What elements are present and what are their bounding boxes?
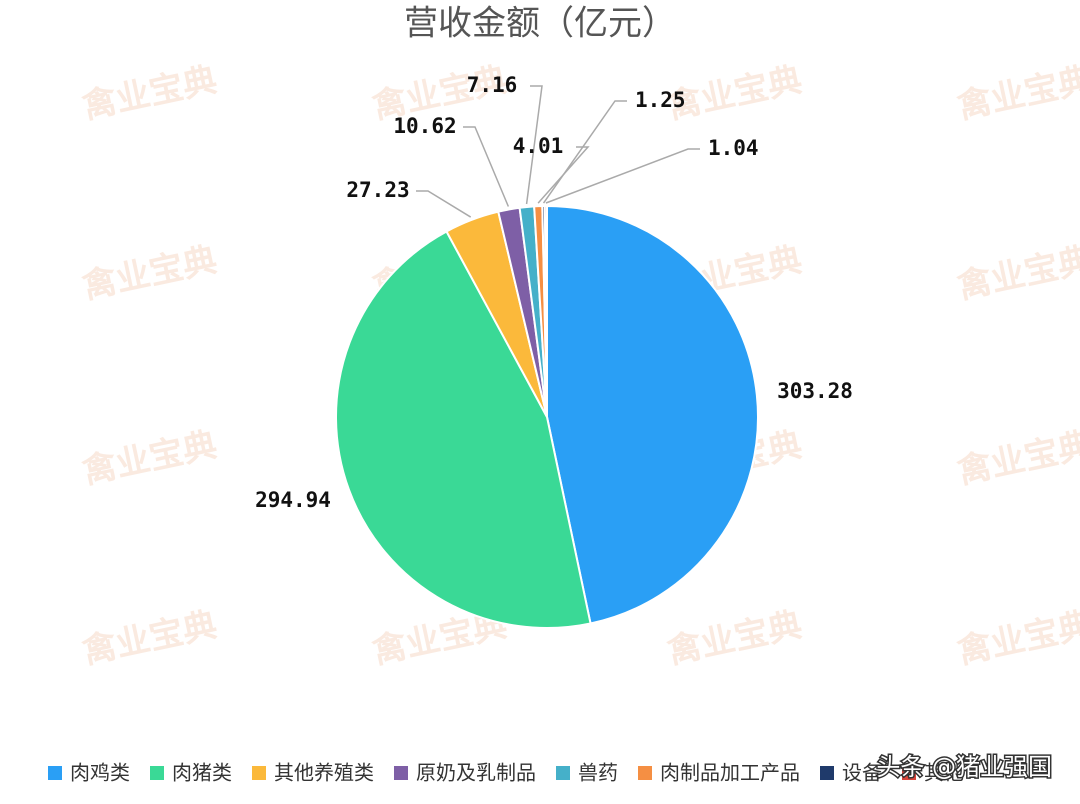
data-label: 1.25 — [635, 88, 686, 112]
credit: 头条 @猪业强国 — [876, 753, 1052, 781]
legend-swatch — [638, 766, 652, 780]
watermark: 禽业宝典 — [953, 425, 1080, 493]
data-label: 27.23 — [346, 178, 409, 202]
leader-line — [416, 190, 472, 218]
legend-label: 肉鸡类 — [70, 761, 130, 785]
pie-slice — [543, 204, 548, 418]
legend-label: 其他 — [924, 761, 964, 785]
pie-slice — [335, 230, 592, 629]
legend-label: 肉制品加工产品 — [660, 761, 800, 785]
legend-label: 其他养殖类 — [274, 761, 374, 785]
leader-line — [542, 100, 627, 204]
legend-label: 兽药 — [578, 761, 618, 785]
data-label: 303.28 — [777, 379, 853, 403]
chart-title: 营收金额（亿元） — [404, 4, 676, 44]
legend-label: 肉猪类 — [172, 761, 232, 785]
legend-swatch — [48, 766, 62, 780]
watermark: 禽业宝典 — [953, 605, 1080, 673]
legend-swatch — [150, 766, 164, 780]
data-label: 4.01 — [513, 134, 564, 158]
legend-swatch — [820, 766, 834, 780]
leader-line — [525, 85, 543, 205]
data-label: 7.16 — [467, 73, 518, 97]
legend-swatch — [252, 766, 266, 780]
data-label: 10.62 — [393, 114, 456, 138]
data-label: 1.04 — [708, 136, 759, 160]
leader-line — [537, 146, 590, 204]
leader-line — [545, 148, 700, 204]
leader-line — [463, 126, 510, 207]
watermark: 禽业宝典 — [953, 60, 1080, 128]
legend-label: 设备 — [842, 761, 882, 785]
legend-label: 原奶及乳制品 — [416, 761, 536, 785]
watermark: 禽业宝典 — [663, 605, 805, 673]
watermark: 禽业宝典 — [78, 425, 220, 493]
legend-swatch — [556, 766, 570, 780]
legend-swatch — [902, 766, 916, 780]
watermark: 禽业宝典 — [78, 60, 220, 128]
watermark: 禽业宝典 — [953, 240, 1080, 308]
watermark: 禽业宝典 — [78, 240, 220, 308]
data-label: 294.94 — [255, 488, 331, 512]
watermark: 禽业宝典 — [78, 605, 220, 673]
pie-slice — [546, 204, 759, 625]
legend-swatch — [394, 766, 408, 780]
